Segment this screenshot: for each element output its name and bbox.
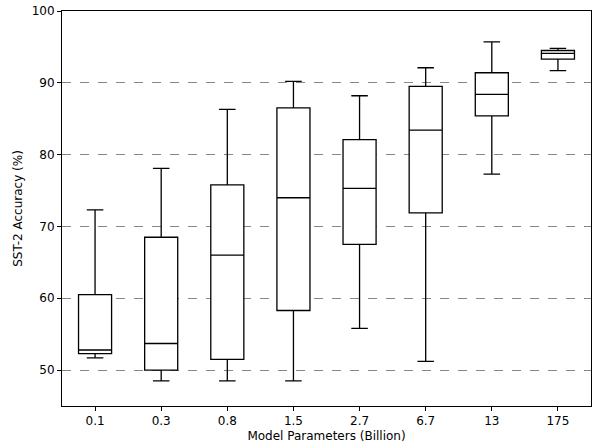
svg-text:60: 60	[39, 291, 54, 305]
svg-text:13: 13	[484, 414, 499, 428]
svg-text:SST-2 Accuracy (%): SST-2 Accuracy (%)	[11, 150, 25, 267]
svg-text:0.3: 0.3	[152, 414, 171, 428]
svg-text:1.5: 1.5	[284, 414, 303, 428]
svg-text:0.8: 0.8	[218, 414, 237, 428]
svg-text:6.7: 6.7	[416, 414, 435, 428]
svg-text:90: 90	[39, 76, 54, 90]
svg-text:0.1: 0.1	[86, 414, 105, 428]
svg-text:70: 70	[39, 220, 54, 234]
svg-text:80: 80	[39, 148, 54, 162]
svg-text:2.7: 2.7	[350, 414, 369, 428]
svg-text:50: 50	[39, 363, 54, 377]
svg-text:175: 175	[546, 414, 569, 428]
svg-text:Model Parameters (Billion): Model Parameters (Billion)	[247, 429, 405, 443]
svg-text:100: 100	[32, 4, 55, 18]
